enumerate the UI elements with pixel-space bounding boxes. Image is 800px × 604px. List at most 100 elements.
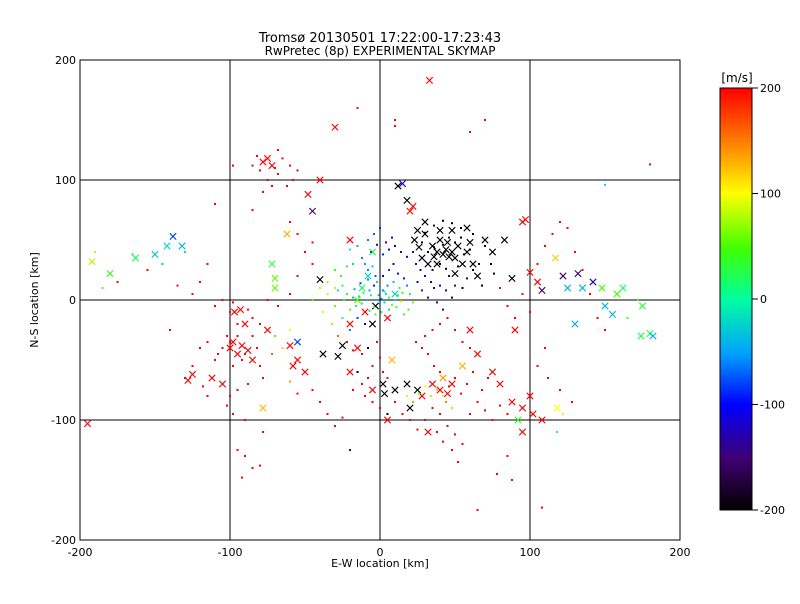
colorbar-tick-label: 100 <box>760 188 781 201</box>
data-point-cross <box>304 190 312 198</box>
data-point-dot <box>383 301 386 304</box>
data-point-cross <box>394 182 402 190</box>
data-point-dot <box>277 305 279 307</box>
data-point-dot <box>311 389 314 391</box>
data-point-dot <box>236 335 239 337</box>
data-point-cross <box>448 248 456 256</box>
data-point-dot <box>206 263 209 265</box>
data-point-cross <box>364 272 372 280</box>
data-point-dot <box>388 248 390 251</box>
data-point-dot <box>355 305 357 307</box>
data-point-cross <box>271 274 279 282</box>
data-point-dot <box>94 251 96 253</box>
data-point-dot <box>436 301 438 304</box>
data-point-dot <box>469 131 471 133</box>
data-point-dot <box>226 404 228 407</box>
data-point-cross <box>436 386 444 394</box>
data-point-cross <box>445 253 453 261</box>
data-point-cross <box>331 123 339 131</box>
data-point-dot <box>536 365 539 367</box>
data-point-dot <box>146 269 149 271</box>
data-point-dot <box>296 392 299 395</box>
data-point-dot <box>386 284 389 287</box>
data-point-cross <box>403 380 411 388</box>
data-point-dot <box>364 323 366 325</box>
data-point-cross <box>368 248 377 256</box>
data-point-cross <box>533 278 542 286</box>
data-point-dot <box>469 347 471 349</box>
data-point-dot <box>379 227 381 229</box>
data-point-cross <box>508 398 516 406</box>
data-point-cross <box>293 356 302 364</box>
data-point-dot <box>247 383 249 385</box>
y-tick-label: 200 <box>55 54 76 67</box>
data-point-dot <box>433 287 435 289</box>
data-point-dot <box>427 353 429 355</box>
data-point-dot <box>397 272 399 275</box>
data-point-dot <box>373 284 375 287</box>
data-point-dot <box>202 385 204 388</box>
x-tick-label: 100 <box>520 546 541 559</box>
data-point-dot <box>446 317 449 319</box>
data-point-dot <box>367 347 369 349</box>
data-point-dot <box>226 335 228 337</box>
data-point-cross <box>410 236 419 244</box>
data-point-cross <box>353 344 362 352</box>
data-point-cross <box>263 326 272 334</box>
data-point-dot <box>352 263 354 265</box>
data-point-dot <box>352 389 354 391</box>
data-point-dot <box>409 293 411 295</box>
data-point-dot <box>461 287 464 289</box>
data-point-dot <box>392 281 395 283</box>
data-point-dot <box>341 284 344 287</box>
data-point-cross <box>454 242 462 250</box>
data-point-dot <box>334 269 336 271</box>
data-point-dot <box>460 227 462 229</box>
data-point-dot <box>304 251 306 253</box>
data-point-dot <box>289 380 291 383</box>
y-tick-label: 100 <box>55 174 76 187</box>
data-point-dot <box>442 395 444 397</box>
data-point-dot <box>334 287 336 289</box>
data-point-dot <box>386 413 389 415</box>
data-point-dot <box>431 407 434 409</box>
data-point-dot <box>271 185 273 187</box>
data-point-dot <box>454 433 456 436</box>
data-point-dot <box>400 251 402 253</box>
data-point-dot <box>406 395 408 397</box>
x-tick-label: 200 <box>670 546 691 559</box>
data-point-dot <box>214 203 216 205</box>
data-point-cross <box>578 284 587 292</box>
data-point-cross <box>466 326 474 334</box>
data-point-dot <box>427 251 429 253</box>
data-point-dot <box>469 413 471 415</box>
data-point-dot <box>221 299 224 301</box>
data-point-cross <box>463 224 471 232</box>
data-point-cross <box>638 302 647 310</box>
data-point-dot <box>199 347 201 349</box>
chart-subtitle: RwPretec (8p) EXPERIMENTAL SKYMAP <box>265 44 496 58</box>
data-point-dot <box>400 300 402 303</box>
data-point-dot <box>214 305 216 307</box>
y-tick-label: -100 <box>51 414 76 427</box>
data-point-dot <box>289 221 291 223</box>
data-point-dot <box>442 308 444 311</box>
data-point-cross <box>131 254 140 262</box>
data-point-dot <box>244 419 246 421</box>
data-point-cross <box>236 306 245 314</box>
data-point-dot <box>244 455 246 457</box>
data-point-cross <box>424 428 432 436</box>
data-point-dot <box>391 236 393 239</box>
data-point-cross <box>425 76 434 84</box>
data-point-dot <box>101 287 104 289</box>
data-point-cross <box>608 310 617 318</box>
data-point-dot <box>446 425 449 427</box>
data-point-dot <box>296 275 299 277</box>
data-point-dot <box>319 287 321 289</box>
data-point-dot <box>436 431 438 433</box>
data-point-dot <box>424 385 426 388</box>
data-point-dot <box>439 413 441 415</box>
data-point-dot <box>415 263 417 265</box>
data-point-dot <box>544 347 546 349</box>
data-point-dot <box>379 356 381 359</box>
